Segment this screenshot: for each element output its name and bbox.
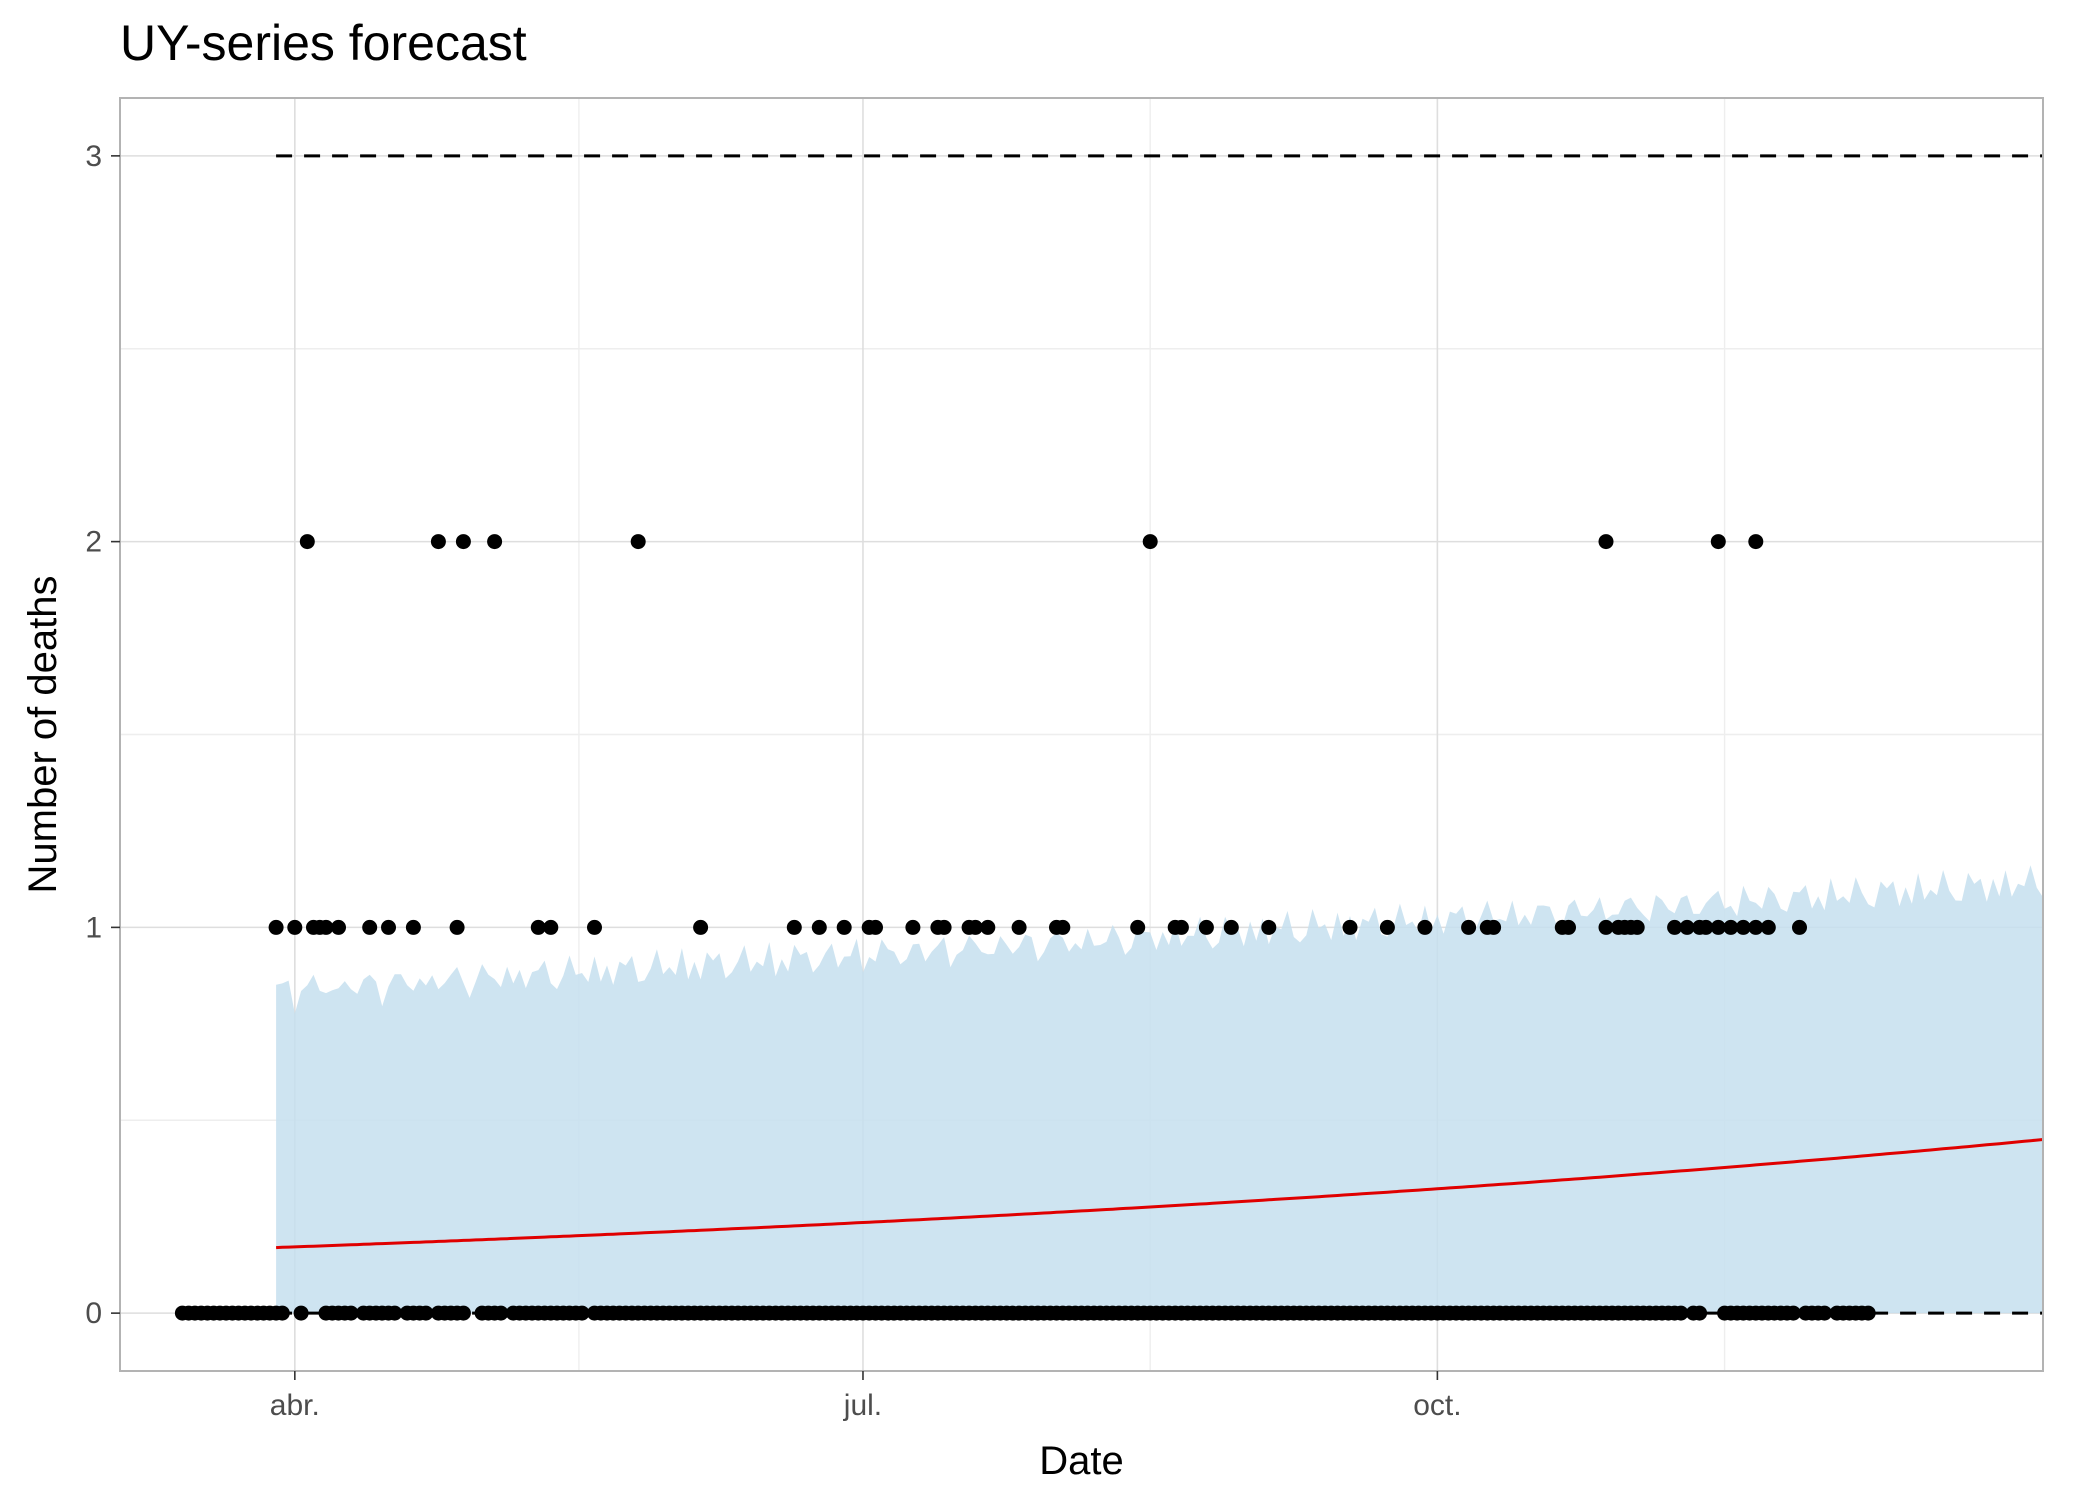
x-tick-label: jul.: [843, 1389, 882, 1422]
forecast-interval-band: [276, 865, 2044, 1314]
x-axis-title: Date: [1039, 1439, 1124, 1483]
data-point: [449, 919, 465, 935]
data-point: [1461, 919, 1477, 935]
data-point: [1785, 1305, 1801, 1321]
data-point: [343, 1305, 359, 1321]
data-point: [1598, 919, 1614, 935]
data-point: [1417, 919, 1433, 935]
data-point: [1817, 1305, 1832, 1321]
data-point: [1342, 919, 1358, 935]
data-point: [1792, 919, 1807, 935]
y-tick-label: 3: [85, 140, 102, 173]
x-tick-label: abr.: [270, 1389, 320, 1422]
data-point: [693, 919, 709, 935]
data-point: [1598, 534, 1614, 550]
data-point: [299, 534, 315, 550]
y-tick-label: 2: [85, 526, 102, 559]
data-point: [318, 919, 334, 935]
x-axis-ticks: abr. jul. oct.: [270, 1371, 1462, 1422]
data-point: [811, 919, 827, 935]
forecast-line: [276, 1138, 2044, 1250]
data-point: [430, 534, 446, 550]
data-point: [1561, 919, 1576, 935]
data-point: [1667, 919, 1683, 935]
data-point: [1735, 919, 1751, 935]
data-point: [1486, 919, 1502, 935]
data-point: [868, 919, 883, 935]
panel-border: [119, 97, 2044, 1372]
data-point: [1379, 919, 1395, 935]
data-point: [1723, 919, 1739, 935]
data-point: [418, 1305, 434, 1321]
data-point: [1142, 534, 1158, 550]
data-point: [455, 534, 471, 550]
data-point: [905, 919, 921, 935]
data-point: [630, 534, 646, 550]
data-point: [387, 1305, 403, 1321]
y-tick-label: 1: [85, 911, 102, 944]
y-axis-ticks: 0 1 2 3: [85, 140, 120, 1330]
data-point: [530, 919, 546, 935]
observed-points: [174, 534, 1876, 1321]
data-point: [1698, 919, 1714, 935]
data-point: [1748, 534, 1764, 550]
data-point: [967, 919, 983, 935]
data-point: [1173, 919, 1189, 935]
data-point: [1055, 919, 1071, 935]
data-point: [836, 919, 852, 935]
data-point: [1860, 1305, 1876, 1321]
x-tick-label: oct.: [1413, 1389, 1461, 1422]
data-point: [1261, 919, 1277, 935]
data-point: [1223, 919, 1239, 935]
data-point: [1692, 1305, 1708, 1321]
chart-title: UY-series forecast: [120, 15, 527, 71]
data-point: [493, 1305, 509, 1321]
data-point: [1130, 919, 1146, 935]
data-point: [980, 919, 996, 935]
data-point: [455, 1305, 471, 1321]
data-point: [786, 919, 802, 935]
data-point: [1679, 919, 1695, 935]
data-point: [268, 919, 284, 935]
data-point: [1710, 534, 1726, 550]
data-point: [1198, 919, 1214, 935]
data-point: [274, 1305, 290, 1321]
data-point: [287, 919, 303, 935]
data-point: [1760, 919, 1776, 935]
y-tick-label: 0: [85, 1297, 102, 1330]
data-point: [1011, 919, 1027, 935]
data-point: [487, 534, 503, 550]
data-point: [362, 919, 378, 935]
data-point: [1748, 919, 1764, 935]
data-point: [543, 919, 559, 935]
data-point: [936, 919, 952, 935]
data-point: [1673, 1305, 1689, 1321]
data-point: [293, 1305, 309, 1321]
data-point: [574, 1305, 590, 1321]
data-point: [1710, 919, 1726, 935]
data-point: [381, 919, 396, 935]
data-point: [331, 919, 346, 935]
data-point: [587, 919, 602, 935]
y-axis-title: Number of deaths: [21, 576, 65, 894]
data-point: [405, 919, 421, 935]
data-point: [1629, 919, 1645, 935]
